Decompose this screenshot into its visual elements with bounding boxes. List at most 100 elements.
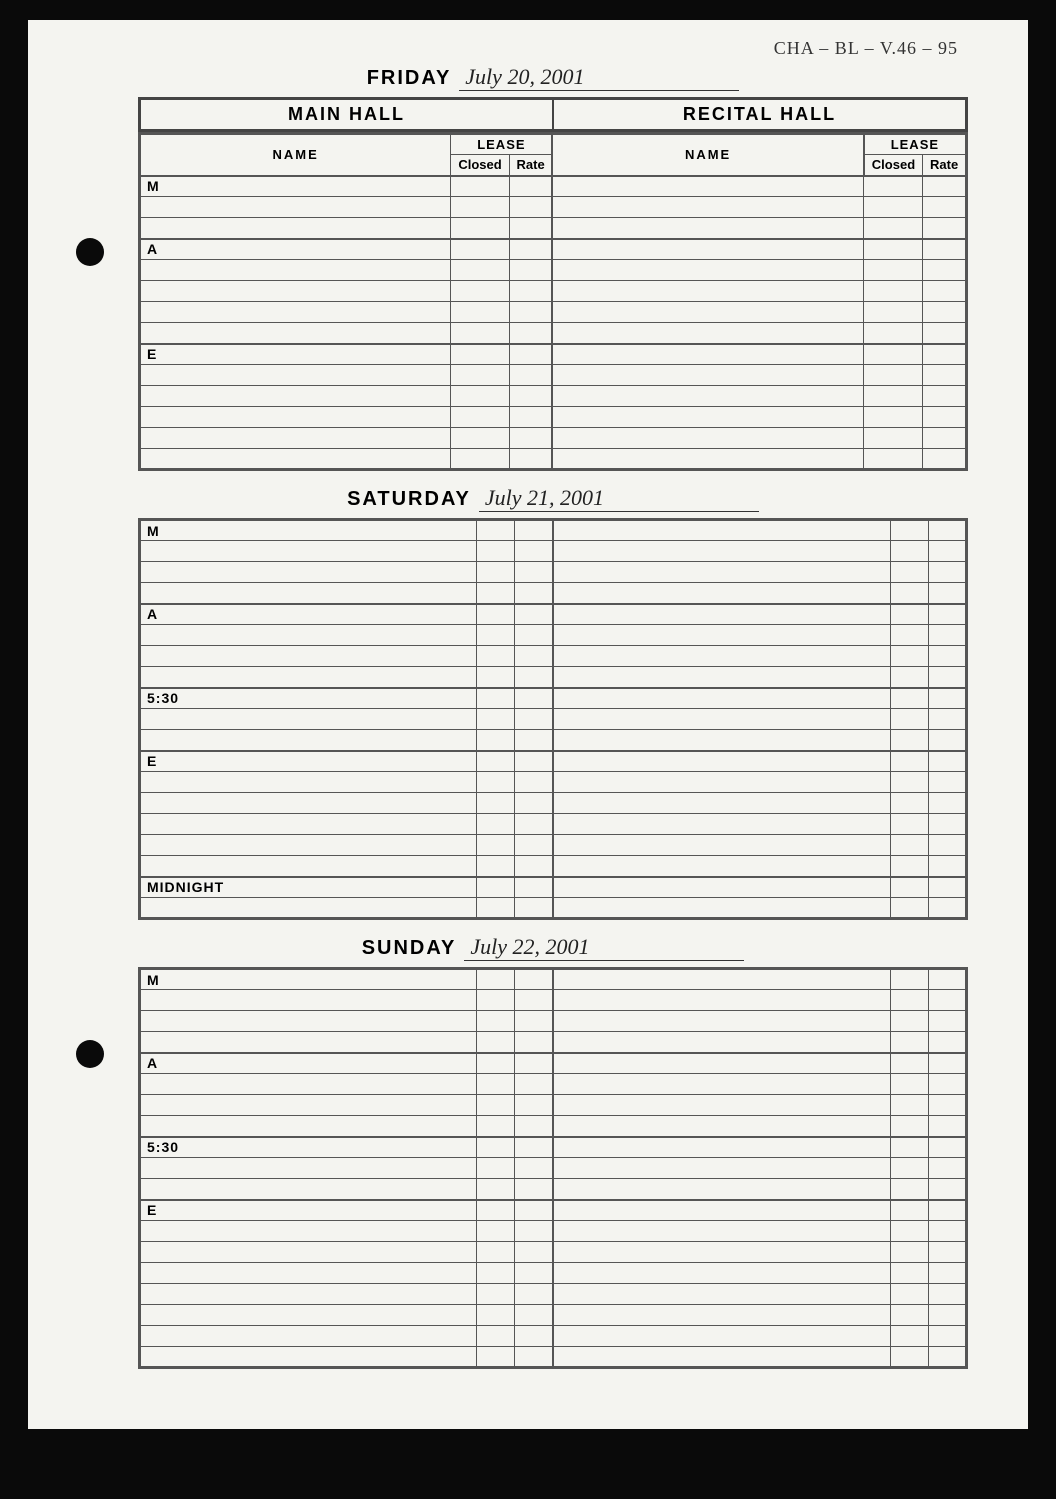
- rate-cell[interactable]: [928, 1326, 966, 1347]
- name-cell[interactable]: [553, 520, 890, 541]
- rate-cell[interactable]: [928, 1284, 966, 1305]
- name-cell[interactable]: [553, 1263, 890, 1284]
- name-cell[interactable]: [140, 709, 477, 730]
- name-cell[interactable]: [553, 541, 890, 562]
- name-cell[interactable]: [140, 990, 477, 1011]
- rate-cell[interactable]: [928, 1158, 966, 1179]
- rate-cell[interactable]: [509, 449, 552, 470]
- rate-cell[interactable]: [923, 260, 967, 281]
- name-cell[interactable]: [140, 541, 477, 562]
- rate-cell[interactable]: [928, 877, 966, 898]
- rate-cell[interactable]: [923, 386, 967, 407]
- name-cell[interactable]: [140, 772, 477, 793]
- closed-cell[interactable]: [451, 407, 509, 428]
- rate-cell[interactable]: [928, 604, 966, 625]
- name-cell[interactable]: [140, 793, 477, 814]
- name-cell[interactable]: [553, 1137, 890, 1158]
- rate-cell[interactable]: [515, 1053, 553, 1074]
- closed-cell[interactable]: [477, 520, 515, 541]
- rate-cell[interactable]: [928, 562, 966, 583]
- name-cell[interactable]: [553, 1116, 890, 1137]
- rate-cell[interactable]: [515, 772, 553, 793]
- rate-cell[interactable]: [515, 1221, 553, 1242]
- closed-cell[interactable]: [477, 751, 515, 772]
- closed-cell[interactable]: [477, 1326, 515, 1347]
- name-cell[interactable]: [140, 856, 477, 877]
- name-cell[interactable]: [553, 625, 890, 646]
- name-cell[interactable]: E: [140, 344, 451, 365]
- name-cell[interactable]: [553, 1158, 890, 1179]
- rate-cell[interactable]: [515, 1305, 553, 1326]
- name-cell[interactable]: [553, 793, 890, 814]
- closed-cell[interactable]: [477, 646, 515, 667]
- closed-cell[interactable]: [477, 1242, 515, 1263]
- closed-cell[interactable]: [864, 260, 923, 281]
- name-cell[interactable]: [140, 1305, 477, 1326]
- closed-cell[interactable]: [451, 176, 509, 197]
- name-cell[interactable]: [140, 1326, 477, 1347]
- name-cell[interactable]: [140, 1242, 477, 1263]
- closed-cell[interactable]: [864, 281, 923, 302]
- name-cell[interactable]: [553, 814, 890, 835]
- rate-cell[interactable]: [928, 990, 966, 1011]
- closed-cell[interactable]: [477, 898, 515, 919]
- rate-cell[interactable]: [515, 969, 553, 990]
- name-cell[interactable]: [140, 323, 451, 344]
- closed-cell[interactable]: [890, 1116, 928, 1137]
- closed-cell[interactable]: [890, 709, 928, 730]
- closed-cell[interactable]: [864, 344, 923, 365]
- name-cell[interactable]: [553, 1074, 890, 1095]
- name-cell[interactable]: [140, 667, 477, 688]
- rate-cell[interactable]: [509, 260, 552, 281]
- closed-cell[interactable]: [890, 1158, 928, 1179]
- closed-cell[interactable]: [890, 604, 928, 625]
- rate-cell[interactable]: [928, 1137, 966, 1158]
- closed-cell[interactable]: [890, 562, 928, 583]
- closed-cell[interactable]: [864, 176, 923, 197]
- rate-cell[interactable]: [928, 667, 966, 688]
- name-cell[interactable]: [553, 1011, 890, 1032]
- rate-cell[interactable]: [928, 1200, 966, 1221]
- closed-cell[interactable]: [890, 793, 928, 814]
- closed-cell[interactable]: [477, 1305, 515, 1326]
- closed-cell[interactable]: [477, 1158, 515, 1179]
- rate-cell[interactable]: [515, 1284, 553, 1305]
- rate-cell[interactable]: [509, 386, 552, 407]
- closed-cell[interactable]: [477, 688, 515, 709]
- rate-cell[interactable]: [515, 1137, 553, 1158]
- rate-cell[interactable]: [515, 1179, 553, 1200]
- rate-cell[interactable]: [515, 604, 553, 625]
- closed-cell[interactable]: [477, 709, 515, 730]
- closed-cell[interactable]: [890, 1347, 928, 1368]
- name-cell[interactable]: [552, 428, 863, 449]
- closed-cell[interactable]: [890, 1263, 928, 1284]
- rate-cell[interactable]: [515, 583, 553, 604]
- closed-cell[interactable]: [890, 667, 928, 688]
- rate-cell[interactable]: [515, 688, 553, 709]
- name-cell[interactable]: [140, 197, 451, 218]
- closed-cell[interactable]: [477, 835, 515, 856]
- closed-cell[interactable]: [890, 751, 928, 772]
- name-cell[interactable]: [553, 604, 890, 625]
- rate-cell[interactable]: [928, 520, 966, 541]
- rate-cell[interactable]: [509, 428, 552, 449]
- rate-cell[interactable]: [515, 730, 553, 751]
- rate-cell[interactable]: [515, 709, 553, 730]
- name-cell[interactable]: [553, 772, 890, 793]
- name-cell[interactable]: [552, 197, 863, 218]
- closed-cell[interactable]: [451, 323, 509, 344]
- rate-cell[interactable]: [923, 281, 967, 302]
- rate-cell[interactable]: [923, 323, 967, 344]
- rate-cell[interactable]: [515, 541, 553, 562]
- closed-cell[interactable]: [451, 281, 509, 302]
- name-cell[interactable]: [140, 625, 477, 646]
- name-cell[interactable]: [553, 1221, 890, 1242]
- name-cell[interactable]: [553, 835, 890, 856]
- rate-cell[interactable]: [509, 197, 552, 218]
- name-cell[interactable]: [553, 1200, 890, 1221]
- name-cell[interactable]: [140, 1011, 477, 1032]
- name-cell[interactable]: [140, 583, 477, 604]
- closed-cell[interactable]: [890, 1095, 928, 1116]
- rate-cell[interactable]: [923, 302, 967, 323]
- closed-cell[interactable]: [477, 1032, 515, 1053]
